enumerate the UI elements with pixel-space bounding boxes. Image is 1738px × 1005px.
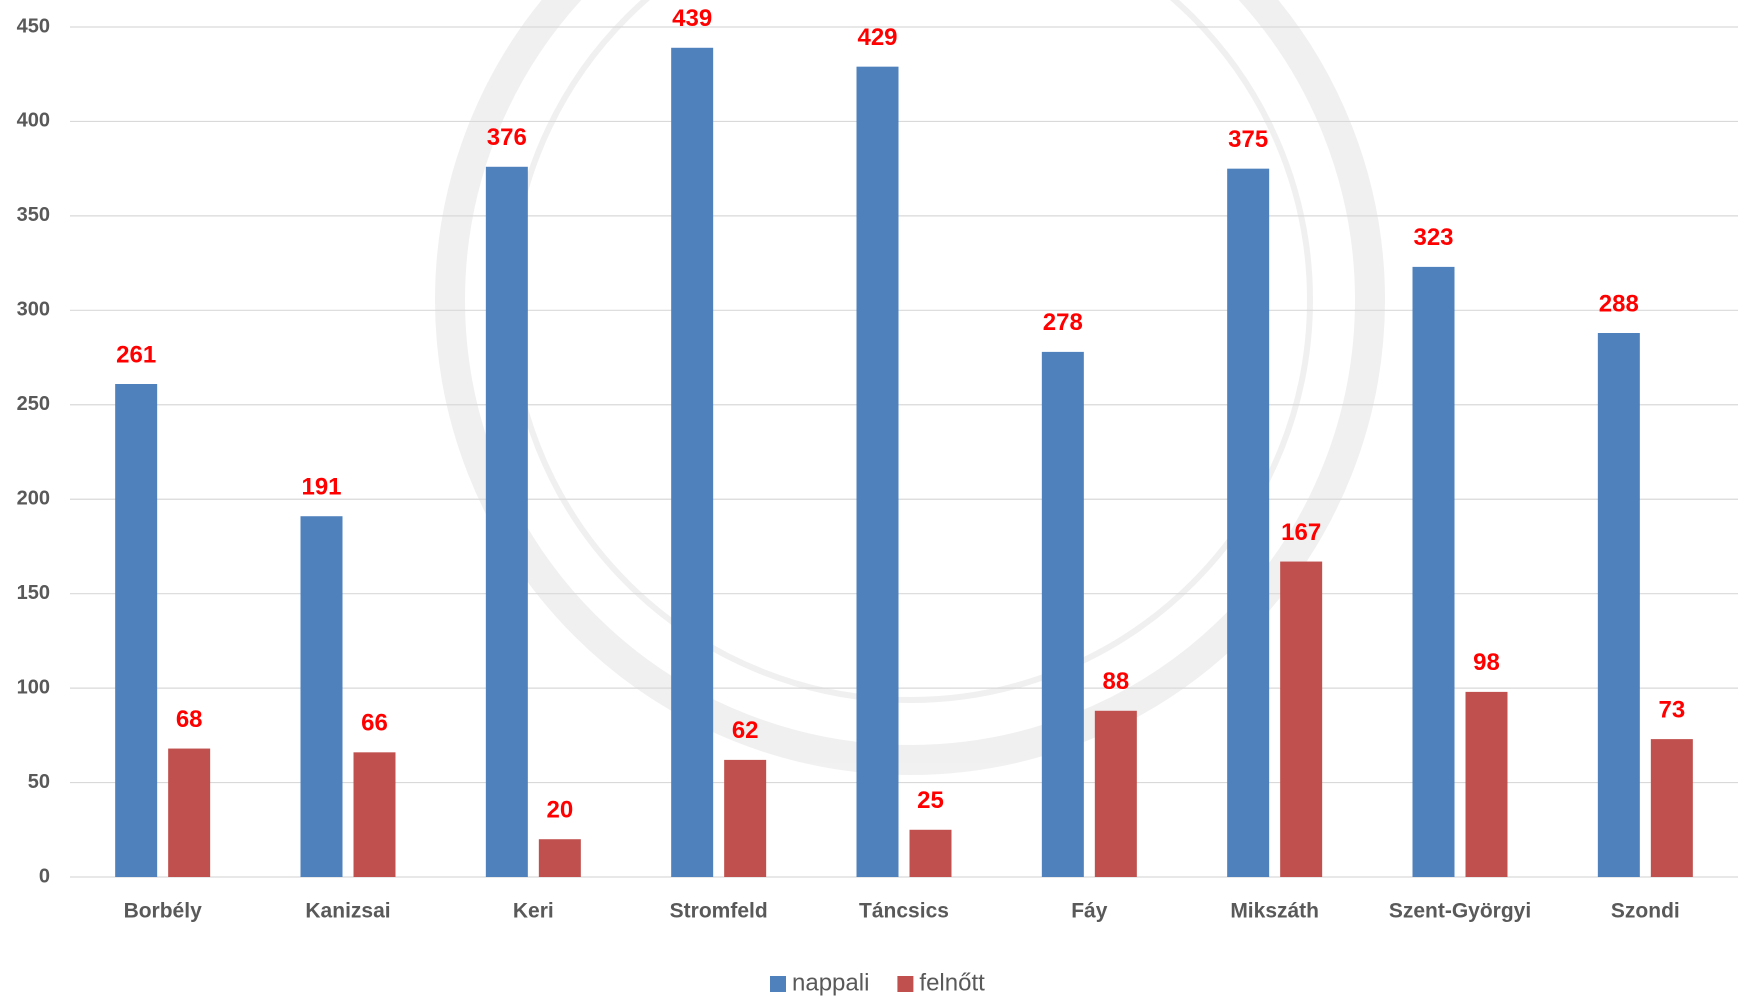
value-label: 20 xyxy=(546,797,573,824)
value-label: 429 xyxy=(857,24,897,51)
value-label: 98 xyxy=(1473,649,1500,676)
x-tick-label: Fáy xyxy=(1071,900,1108,923)
value-label: 191 xyxy=(301,474,341,501)
bar xyxy=(168,748,211,877)
bar xyxy=(485,166,528,877)
bar xyxy=(1041,351,1084,877)
y-tick-label: 50 xyxy=(28,771,50,793)
value-label: 68 xyxy=(176,706,203,733)
x-tick-label: Szondi xyxy=(1611,900,1680,923)
bar xyxy=(300,516,343,877)
bar xyxy=(909,829,952,877)
value-label: 261 xyxy=(116,341,156,368)
x-tick-label: Kanizsai xyxy=(305,900,390,923)
bar xyxy=(1280,561,1323,877)
bar xyxy=(1412,266,1455,877)
value-label: 375 xyxy=(1228,126,1268,153)
y-tick-label: 350 xyxy=(17,204,50,226)
y-tick-label: 0 xyxy=(39,865,50,887)
y-tick-label: 250 xyxy=(17,393,50,415)
y-tick-label: 100 xyxy=(17,676,50,698)
x-tick-label: Táncsics xyxy=(859,900,949,923)
legend-label: felnőtt xyxy=(919,969,985,996)
value-label: 25 xyxy=(917,787,944,814)
x-tick-label: Borbély xyxy=(124,900,203,923)
y-tick-label: 150 xyxy=(17,582,50,604)
value-label: 66 xyxy=(361,710,388,737)
bar xyxy=(1227,168,1270,877)
legend-label: nappali xyxy=(792,969,869,996)
bar xyxy=(538,839,581,877)
value-label: 278 xyxy=(1043,309,1083,336)
x-tick-label: Keri xyxy=(513,900,554,923)
y-tick-label: 450 xyxy=(17,15,50,37)
x-tick-label: Mikszáth xyxy=(1230,900,1319,923)
bar xyxy=(115,384,158,877)
x-tick-label: Szent-Györgyi xyxy=(1389,900,1531,923)
value-label: 376 xyxy=(487,124,527,151)
bar xyxy=(1094,710,1137,877)
bar xyxy=(1465,691,1508,877)
value-label: 288 xyxy=(1599,290,1639,317)
bar xyxy=(671,47,714,878)
value-label: 88 xyxy=(1102,668,1129,695)
value-label: 323 xyxy=(1413,224,1453,251)
value-label: 73 xyxy=(1658,696,1685,723)
y-tick-label: 400 xyxy=(17,110,50,132)
x-tick-label: Stromfeld xyxy=(670,900,768,923)
value-label: 62 xyxy=(732,717,759,744)
value-label: 167 xyxy=(1281,519,1321,546)
legend-swatch xyxy=(770,976,786,992)
legend-swatch xyxy=(897,976,914,992)
y-tick-label: 200 xyxy=(17,488,50,510)
y-tick-label: 300 xyxy=(17,299,50,321)
bar xyxy=(353,752,396,877)
bar xyxy=(1597,333,1640,877)
bar xyxy=(724,759,767,877)
bar xyxy=(856,66,899,877)
bar xyxy=(1650,739,1693,877)
value-label: 439 xyxy=(672,5,712,32)
